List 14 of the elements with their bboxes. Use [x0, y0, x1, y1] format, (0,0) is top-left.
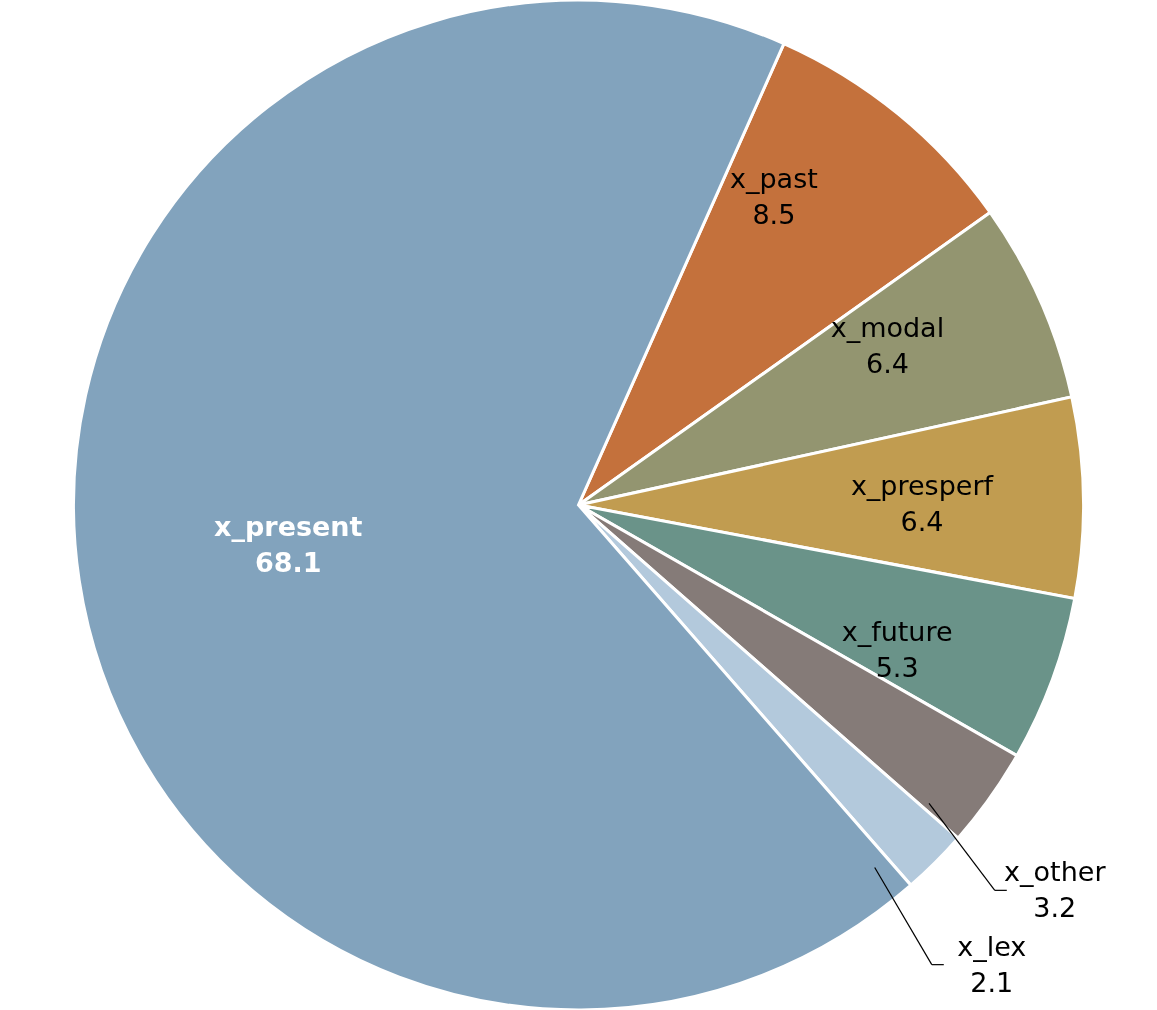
slice-label: x_other [1004, 856, 1107, 888]
data-label: 2.1 [970, 966, 1014, 998]
slice-label: x_presperf [850, 470, 995, 502]
slice-label: x_future [841, 615, 953, 647]
data-label: 8.5 [752, 199, 796, 231]
slice-label: x_modal [830, 312, 945, 344]
data-label: 3.2 [1033, 892, 1077, 924]
data-label: 6.4 [900, 506, 944, 538]
slice-label: x_lex [957, 930, 1027, 962]
data-label: 68.1 [254, 546, 322, 578]
data-label: 5.3 [875, 651, 919, 683]
data-label: 6.4 [865, 348, 909, 380]
slice-label: x_present [214, 510, 363, 542]
slice-label: x_past [729, 163, 818, 195]
